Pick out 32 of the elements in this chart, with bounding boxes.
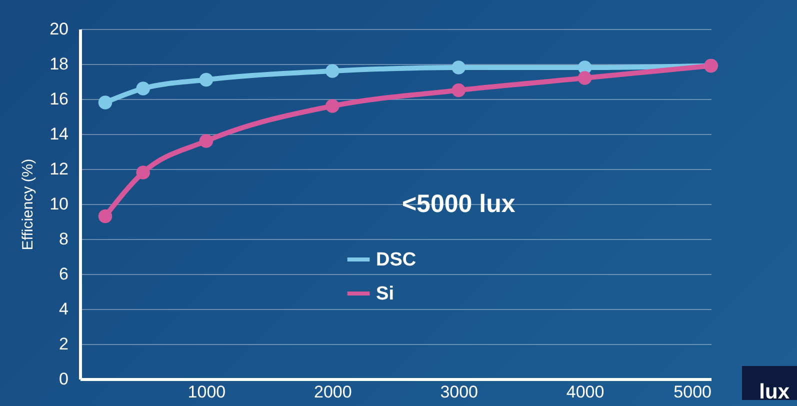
y-tick-label: 12 <box>50 160 68 178</box>
y-tick-label: 6 <box>59 264 68 284</box>
point <box>578 71 592 85</box>
y-tick-label: 10 <box>50 194 68 214</box>
y-tick-label: 20 <box>50 20 68 38</box>
annotation: <5000 lux <box>402 190 516 218</box>
y-tick-label: 0 <box>59 370 68 388</box>
y-tick-label: 2 <box>59 334 68 354</box>
point <box>326 99 340 113</box>
y-tick-label: 4 <box>59 300 68 318</box>
y-tick-label: 18 <box>50 54 68 74</box>
point <box>136 166 150 180</box>
x-axis-title: lux <box>759 380 790 404</box>
point <box>452 60 466 74</box>
point <box>98 96 112 110</box>
point <box>199 72 214 87</box>
x-tick-label: 1000 <box>188 382 226 402</box>
point <box>136 82 150 96</box>
point <box>199 134 214 148</box>
x-tick-label: 4000 <box>566 382 604 402</box>
point <box>98 209 112 224</box>
legend-label: DSC <box>376 250 416 270</box>
x-tick-label: 5000 <box>674 382 712 402</box>
y-tick-label: 16 <box>50 90 68 108</box>
y-tick-label: 14 <box>50 124 68 144</box>
x-tick-label: 2000 <box>314 382 352 402</box>
legend-label: Si <box>376 284 394 304</box>
y-axis-title: Efficiency (%) <box>20 158 37 250</box>
y-tick-label: 8 <box>59 230 68 248</box>
point <box>326 64 340 78</box>
x-tick-label: 3000 <box>440 382 478 402</box>
point <box>452 83 466 98</box>
